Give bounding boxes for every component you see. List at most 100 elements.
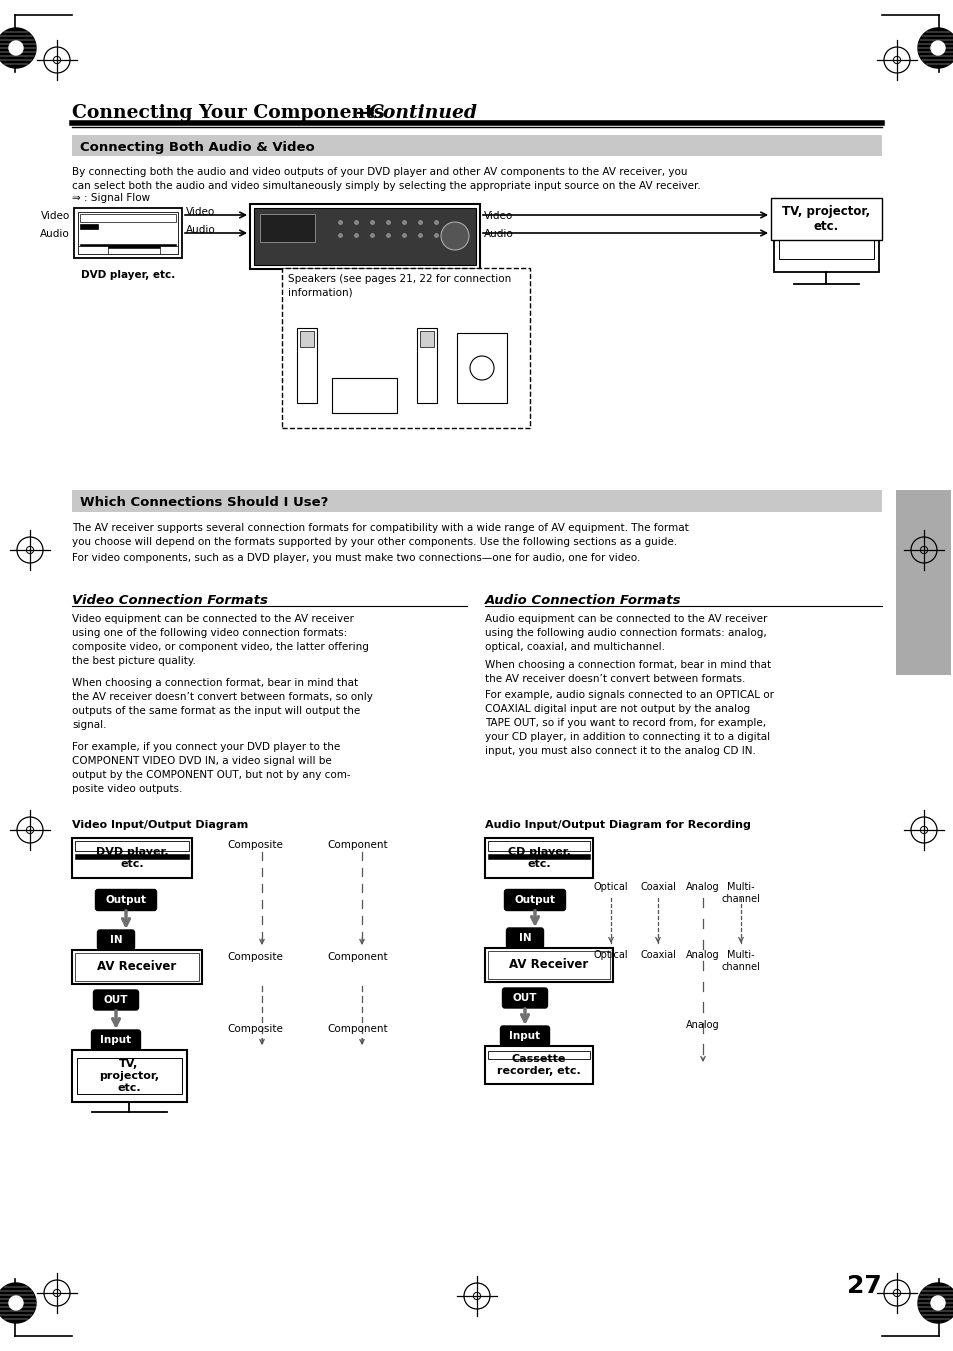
Text: Audio: Audio — [483, 230, 514, 239]
Text: When choosing a connection format, bear in mind that
the AV receiver doesn’t con: When choosing a connection format, bear … — [71, 678, 373, 730]
Text: Input: Input — [100, 1035, 132, 1046]
FancyBboxPatch shape — [71, 135, 882, 155]
Text: DVD player,
etc.: DVD player, etc. — [95, 847, 168, 869]
Text: Multi-
channel: Multi- channel — [720, 950, 760, 973]
FancyBboxPatch shape — [160, 246, 178, 254]
FancyBboxPatch shape — [484, 838, 593, 878]
Text: Coaxial: Coaxial — [639, 950, 676, 961]
Text: Video equipment can be connected to the AV receiver
using one of the following v: Video equipment can be connected to the … — [71, 613, 369, 666]
Text: IN: IN — [518, 934, 531, 943]
FancyBboxPatch shape — [488, 842, 589, 851]
Text: The AV receiver supports several connection formats for compatibility with a wid: The AV receiver supports several connect… — [71, 523, 688, 547]
Text: Audio: Audio — [40, 230, 70, 239]
FancyBboxPatch shape — [74, 208, 182, 258]
FancyBboxPatch shape — [75, 952, 199, 981]
Text: Audio: Audio — [186, 226, 215, 235]
FancyBboxPatch shape — [500, 1025, 549, 1046]
FancyBboxPatch shape — [80, 213, 175, 222]
Text: 27: 27 — [846, 1274, 882, 1298]
FancyBboxPatch shape — [71, 1050, 187, 1102]
Text: Multi-
channel: Multi- channel — [720, 882, 760, 904]
Text: CD player,
etc.: CD player, etc. — [507, 847, 570, 869]
Circle shape — [9, 41, 23, 55]
FancyBboxPatch shape — [484, 1046, 593, 1084]
Text: Coaxial: Coaxial — [639, 882, 676, 892]
Text: Video Connection Formats: Video Connection Formats — [71, 594, 268, 607]
FancyBboxPatch shape — [488, 951, 609, 979]
Text: When choosing a connection format, bear in mind that
the AV receiver doesn’t con: When choosing a connection format, bear … — [484, 661, 770, 684]
Circle shape — [440, 222, 469, 250]
Text: IN: IN — [110, 935, 122, 944]
Text: Optical: Optical — [593, 882, 628, 892]
Text: Composite: Composite — [227, 840, 283, 850]
FancyBboxPatch shape — [282, 267, 530, 428]
FancyBboxPatch shape — [71, 950, 202, 984]
Text: Video: Video — [483, 211, 513, 222]
Text: Video Input/Output Diagram: Video Input/Output Diagram — [71, 820, 248, 830]
Text: Composite: Composite — [227, 952, 283, 962]
Text: Speakers (see pages 21, 22 for connection
information): Speakers (see pages 21, 22 for connectio… — [288, 274, 511, 297]
FancyBboxPatch shape — [93, 990, 138, 1011]
Text: Which Connections Should I Use?: Which Connections Should I Use? — [80, 496, 328, 509]
Text: Connecting Your Components: Connecting Your Components — [71, 104, 384, 122]
Text: Video: Video — [186, 207, 215, 218]
Text: Video: Video — [41, 211, 70, 222]
FancyBboxPatch shape — [504, 889, 565, 911]
Text: Component: Component — [327, 840, 387, 850]
Circle shape — [930, 41, 944, 55]
FancyBboxPatch shape — [75, 842, 189, 851]
FancyBboxPatch shape — [91, 1029, 140, 1050]
FancyBboxPatch shape — [77, 1058, 182, 1094]
FancyBboxPatch shape — [78, 246, 108, 254]
Text: By connecting both the audio and video outputs of your DVD player and other AV c: By connecting both the audio and video o… — [71, 168, 700, 192]
Text: Input: Input — [509, 1031, 540, 1042]
FancyBboxPatch shape — [299, 331, 314, 347]
Text: —: — — [355, 104, 375, 122]
Text: Continued: Continued — [369, 104, 477, 122]
FancyBboxPatch shape — [456, 332, 506, 403]
Text: Cassette
recorder, etc.: Cassette recorder, etc. — [497, 1054, 580, 1075]
FancyBboxPatch shape — [296, 328, 316, 403]
Text: Output: Output — [106, 894, 147, 905]
Text: Component: Component — [327, 952, 387, 962]
Text: TV, projector,
etc.: TV, projector, etc. — [781, 205, 869, 232]
Text: Analog: Analog — [685, 882, 720, 892]
FancyBboxPatch shape — [253, 208, 476, 265]
FancyBboxPatch shape — [416, 328, 436, 403]
FancyBboxPatch shape — [488, 1051, 589, 1059]
Text: Connecting Both Audio & Video: Connecting Both Audio & Video — [80, 141, 314, 154]
Text: Optical: Optical — [593, 950, 628, 961]
Circle shape — [930, 1296, 944, 1310]
Text: Audio Input/Output Diagram for Recording: Audio Input/Output Diagram for Recording — [484, 820, 750, 830]
Polygon shape — [0, 1283, 36, 1323]
FancyBboxPatch shape — [484, 948, 613, 982]
FancyBboxPatch shape — [71, 490, 882, 512]
FancyBboxPatch shape — [502, 988, 547, 1008]
Text: ⇒ : Signal Flow: ⇒ : Signal Flow — [71, 193, 150, 203]
FancyBboxPatch shape — [80, 245, 175, 249]
FancyBboxPatch shape — [779, 209, 873, 259]
FancyBboxPatch shape — [895, 490, 950, 676]
Polygon shape — [917, 1283, 953, 1323]
Circle shape — [9, 1296, 23, 1310]
FancyBboxPatch shape — [97, 929, 134, 950]
Text: Composite: Composite — [227, 1024, 283, 1034]
FancyBboxPatch shape — [80, 224, 98, 230]
Text: For example, if you connect your DVD player to the
COMPONENT VIDEO DVD IN, a vid: For example, if you connect your DVD pla… — [71, 742, 351, 794]
FancyBboxPatch shape — [95, 889, 156, 911]
FancyBboxPatch shape — [260, 213, 314, 242]
FancyBboxPatch shape — [773, 204, 878, 272]
Text: TV,
projector,
etc.: TV, projector, etc. — [99, 1059, 159, 1093]
Text: Analog: Analog — [685, 1020, 720, 1029]
FancyBboxPatch shape — [770, 199, 882, 240]
FancyBboxPatch shape — [419, 331, 434, 347]
FancyBboxPatch shape — [488, 854, 589, 859]
Text: AV Receiver: AV Receiver — [509, 958, 588, 971]
FancyBboxPatch shape — [75, 854, 189, 859]
Text: Output: Output — [514, 894, 555, 905]
Text: OUT: OUT — [104, 994, 128, 1005]
Polygon shape — [917, 28, 953, 68]
FancyBboxPatch shape — [332, 378, 396, 413]
Text: Audio equipment can be connected to the AV receiver
using the following audio co: Audio equipment can be connected to the … — [484, 613, 766, 653]
Text: For video components, such as a DVD player, you must make two connections—one fo: For video components, such as a DVD play… — [71, 553, 639, 563]
